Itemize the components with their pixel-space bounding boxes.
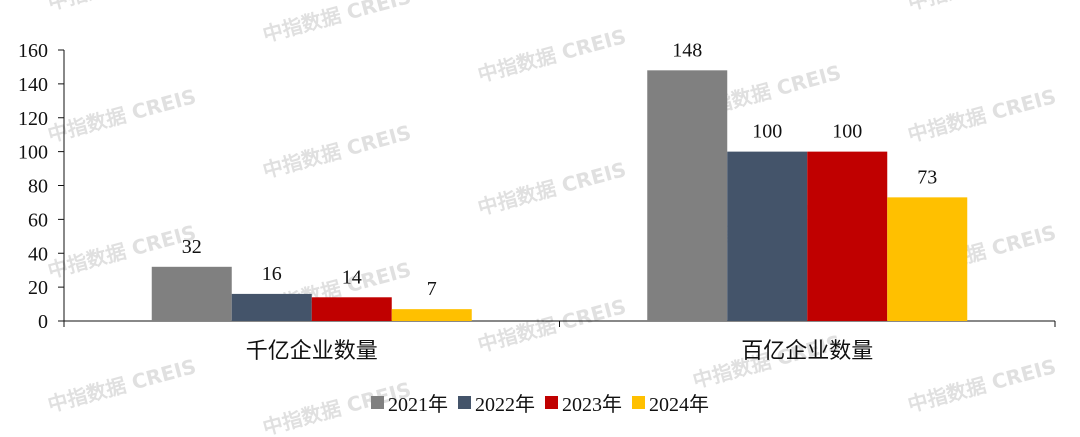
y-tick-label: 140: [18, 74, 48, 96]
watermark-text: 中指数据 CREIS: [475, 294, 629, 357]
watermark-text: 中指数据 CREIS: [475, 24, 629, 87]
legend-item-2024: 2024年: [632, 388, 709, 417]
x-axis-ticks: 千亿企业数量 百亿企业数量: [63, 321, 1056, 363]
data-labels-group: 32 16 14 7 148 100 100 73: [182, 39, 938, 300]
bar: [311, 297, 392, 321]
y-tick-label: 60: [28, 209, 48, 231]
y-tick-label: 160: [18, 40, 48, 62]
data-label: 148: [672, 39, 702, 61]
data-label: 7: [427, 278, 437, 300]
bars-group: [151, 70, 968, 321]
watermark-text: 中指数据 CREIS: [905, 84, 1059, 147]
data-label: 14: [342, 266, 362, 288]
data-label: 100: [832, 121, 862, 143]
legend-item-2022: 2022年: [458, 388, 535, 417]
y-tick-label: 100: [18, 142, 48, 164]
y-tick-label: 80: [28, 176, 48, 198]
bar: [231, 293, 312, 321]
legend-swatch-2024: [632, 396, 645, 409]
y-tick-label: 0: [38, 311, 48, 333]
y-tick-label: 120: [18, 108, 48, 130]
bar: [151, 266, 232, 321]
legend-label-2023: 2023年: [562, 394, 622, 416]
bar: [727, 151, 808, 321]
legend-label-2021: 2021年: [388, 394, 448, 416]
bar: [647, 70, 728, 321]
watermark-text: 中指数据 CREIS: [475, 157, 629, 220]
y-tick-label: 40: [28, 243, 48, 265]
x-category-label: 百亿企业数量: [741, 338, 873, 363]
legend-label-2024: 2024年: [649, 394, 709, 416]
watermark-text: 中指数据 CREIS: [45, 84, 199, 147]
legend: 2021年 2022年 2023年 2024年: [0, 388, 1080, 417]
y-tick-label: 20: [28, 277, 48, 299]
legend-swatch-2022: [458, 396, 471, 409]
watermark-text: 中指数据 CREIS: [905, 0, 1059, 15]
legend-label-2022: 2022年: [475, 394, 535, 416]
x-category-label: 千亿企业数量: [246, 338, 378, 363]
watermark-text: 中指数据 CREIS: [260, 120, 414, 183]
legend-item-2023: 2023年: [545, 388, 622, 417]
data-label: 32: [182, 236, 202, 258]
data-label: 100: [752, 121, 782, 143]
bar: [391, 309, 472, 321]
bar: [807, 151, 888, 321]
data-label: 73: [917, 166, 937, 188]
watermark-text: 中指数据 CREIS: [45, 0, 199, 15]
bar: [887, 197, 968, 321]
watermark-text: 中指数据 CREIS: [260, 0, 414, 47]
data-label: 16: [262, 263, 282, 285]
legend-item-2021: 2021年: [371, 388, 448, 417]
y-axis-ticks: 0 20 40 60 80 100 120 140 160: [18, 40, 64, 333]
legend-swatch-2023: [545, 396, 558, 409]
legend-swatch-2021: [371, 396, 384, 409]
